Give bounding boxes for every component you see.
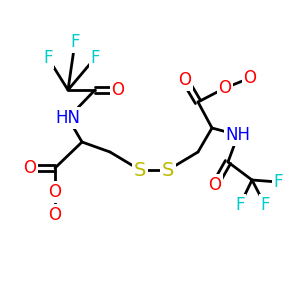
Text: HN: HN — [56, 109, 80, 127]
Text: F: F — [273, 173, 283, 191]
Text: O: O — [218, 79, 232, 97]
Text: F: F — [70, 33, 80, 51]
Text: NH: NH — [226, 126, 250, 144]
Text: O: O — [178, 71, 191, 89]
Text: F: F — [260, 196, 270, 214]
Text: F: F — [235, 196, 245, 214]
Text: O: O — [208, 176, 221, 194]
Text: O: O — [23, 159, 37, 177]
Text: O: O — [244, 69, 256, 87]
Text: O: O — [112, 81, 124, 99]
Text: F: F — [90, 49, 100, 67]
Text: O: O — [49, 206, 62, 224]
Text: O: O — [49, 183, 62, 201]
Text: S: S — [162, 160, 174, 179]
Text: S: S — [134, 160, 146, 179]
Text: F: F — [43, 49, 53, 67]
